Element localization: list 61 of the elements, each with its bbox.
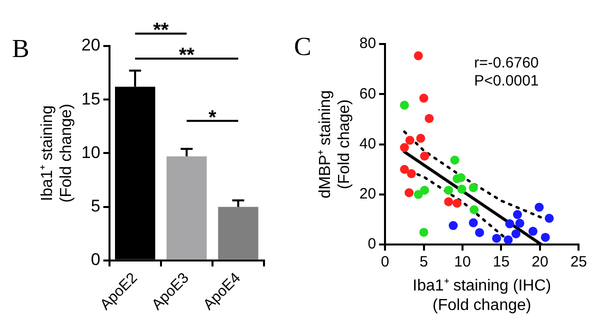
point <box>505 219 514 228</box>
annotation: P<0.0001 <box>474 72 539 90</box>
x-tick-label: 20 <box>532 254 548 271</box>
y-tick-label: 80 <box>359 35 376 52</box>
text: ** <box>153 20 169 42</box>
x-tick-label: 5 <box>420 254 428 271</box>
point <box>420 152 430 161</box>
y-tick-label: 10 <box>81 142 100 162</box>
point <box>540 232 550 242</box>
point <box>420 186 430 195</box>
bar <box>166 156 207 260</box>
y-tick-label: 20 <box>81 36 100 55</box>
point <box>416 134 426 143</box>
point <box>450 156 460 165</box>
point <box>512 210 522 220</box>
x-tick-label: 0 <box>380 254 390 271</box>
point <box>444 186 454 195</box>
point <box>405 136 414 145</box>
point <box>424 114 434 123</box>
point <box>400 100 409 110</box>
point <box>468 218 478 228</box>
point <box>414 51 423 60</box>
point <box>414 190 423 199</box>
y-tick-label: 5 <box>90 196 100 216</box>
annotation: r=-0.6760 <box>474 54 539 72</box>
x-tick-label: 10 <box>454 254 471 271</box>
point <box>544 214 554 223</box>
chart-title: B <box>12 34 30 63</box>
annotation: ** <box>178 44 195 67</box>
point <box>534 202 544 212</box>
point <box>448 221 458 230</box>
point <box>470 205 479 214</box>
point <box>515 218 524 228</box>
chart-title: C <box>294 32 312 61</box>
x-axis-title: Iba1⁺ staining (IHC) (Fold change) <box>412 278 552 314</box>
point <box>419 94 428 103</box>
point <box>400 164 409 174</box>
point <box>406 169 416 178</box>
y-axis-title: Iba1⁺ staining (Fold change) <box>39 104 76 203</box>
y-tick-label: 40 <box>359 135 376 152</box>
point <box>404 188 414 198</box>
y-tick-label: 20 <box>359 186 376 203</box>
point <box>457 184 466 194</box>
y-axis-title: dMBP⁺ staining (Fold chage) <box>317 90 354 198</box>
x-tick-label: 15 <box>492 254 510 271</box>
point <box>400 143 409 152</box>
point <box>504 235 513 244</box>
point <box>468 183 478 192</box>
y-tick-label: 60 <box>359 85 376 102</box>
y-tick-label: 0 <box>368 236 376 253</box>
point <box>528 226 538 236</box>
bar <box>218 206 258 260</box>
point <box>475 228 484 238</box>
point <box>444 197 454 206</box>
point <box>419 228 428 237</box>
point <box>452 198 462 208</box>
annotation: * <box>208 106 217 129</box>
point <box>511 229 520 238</box>
x-tick-label: 25 <box>570 254 587 271</box>
point <box>492 234 502 243</box>
y-tick-label: 15 <box>81 89 100 108</box>
